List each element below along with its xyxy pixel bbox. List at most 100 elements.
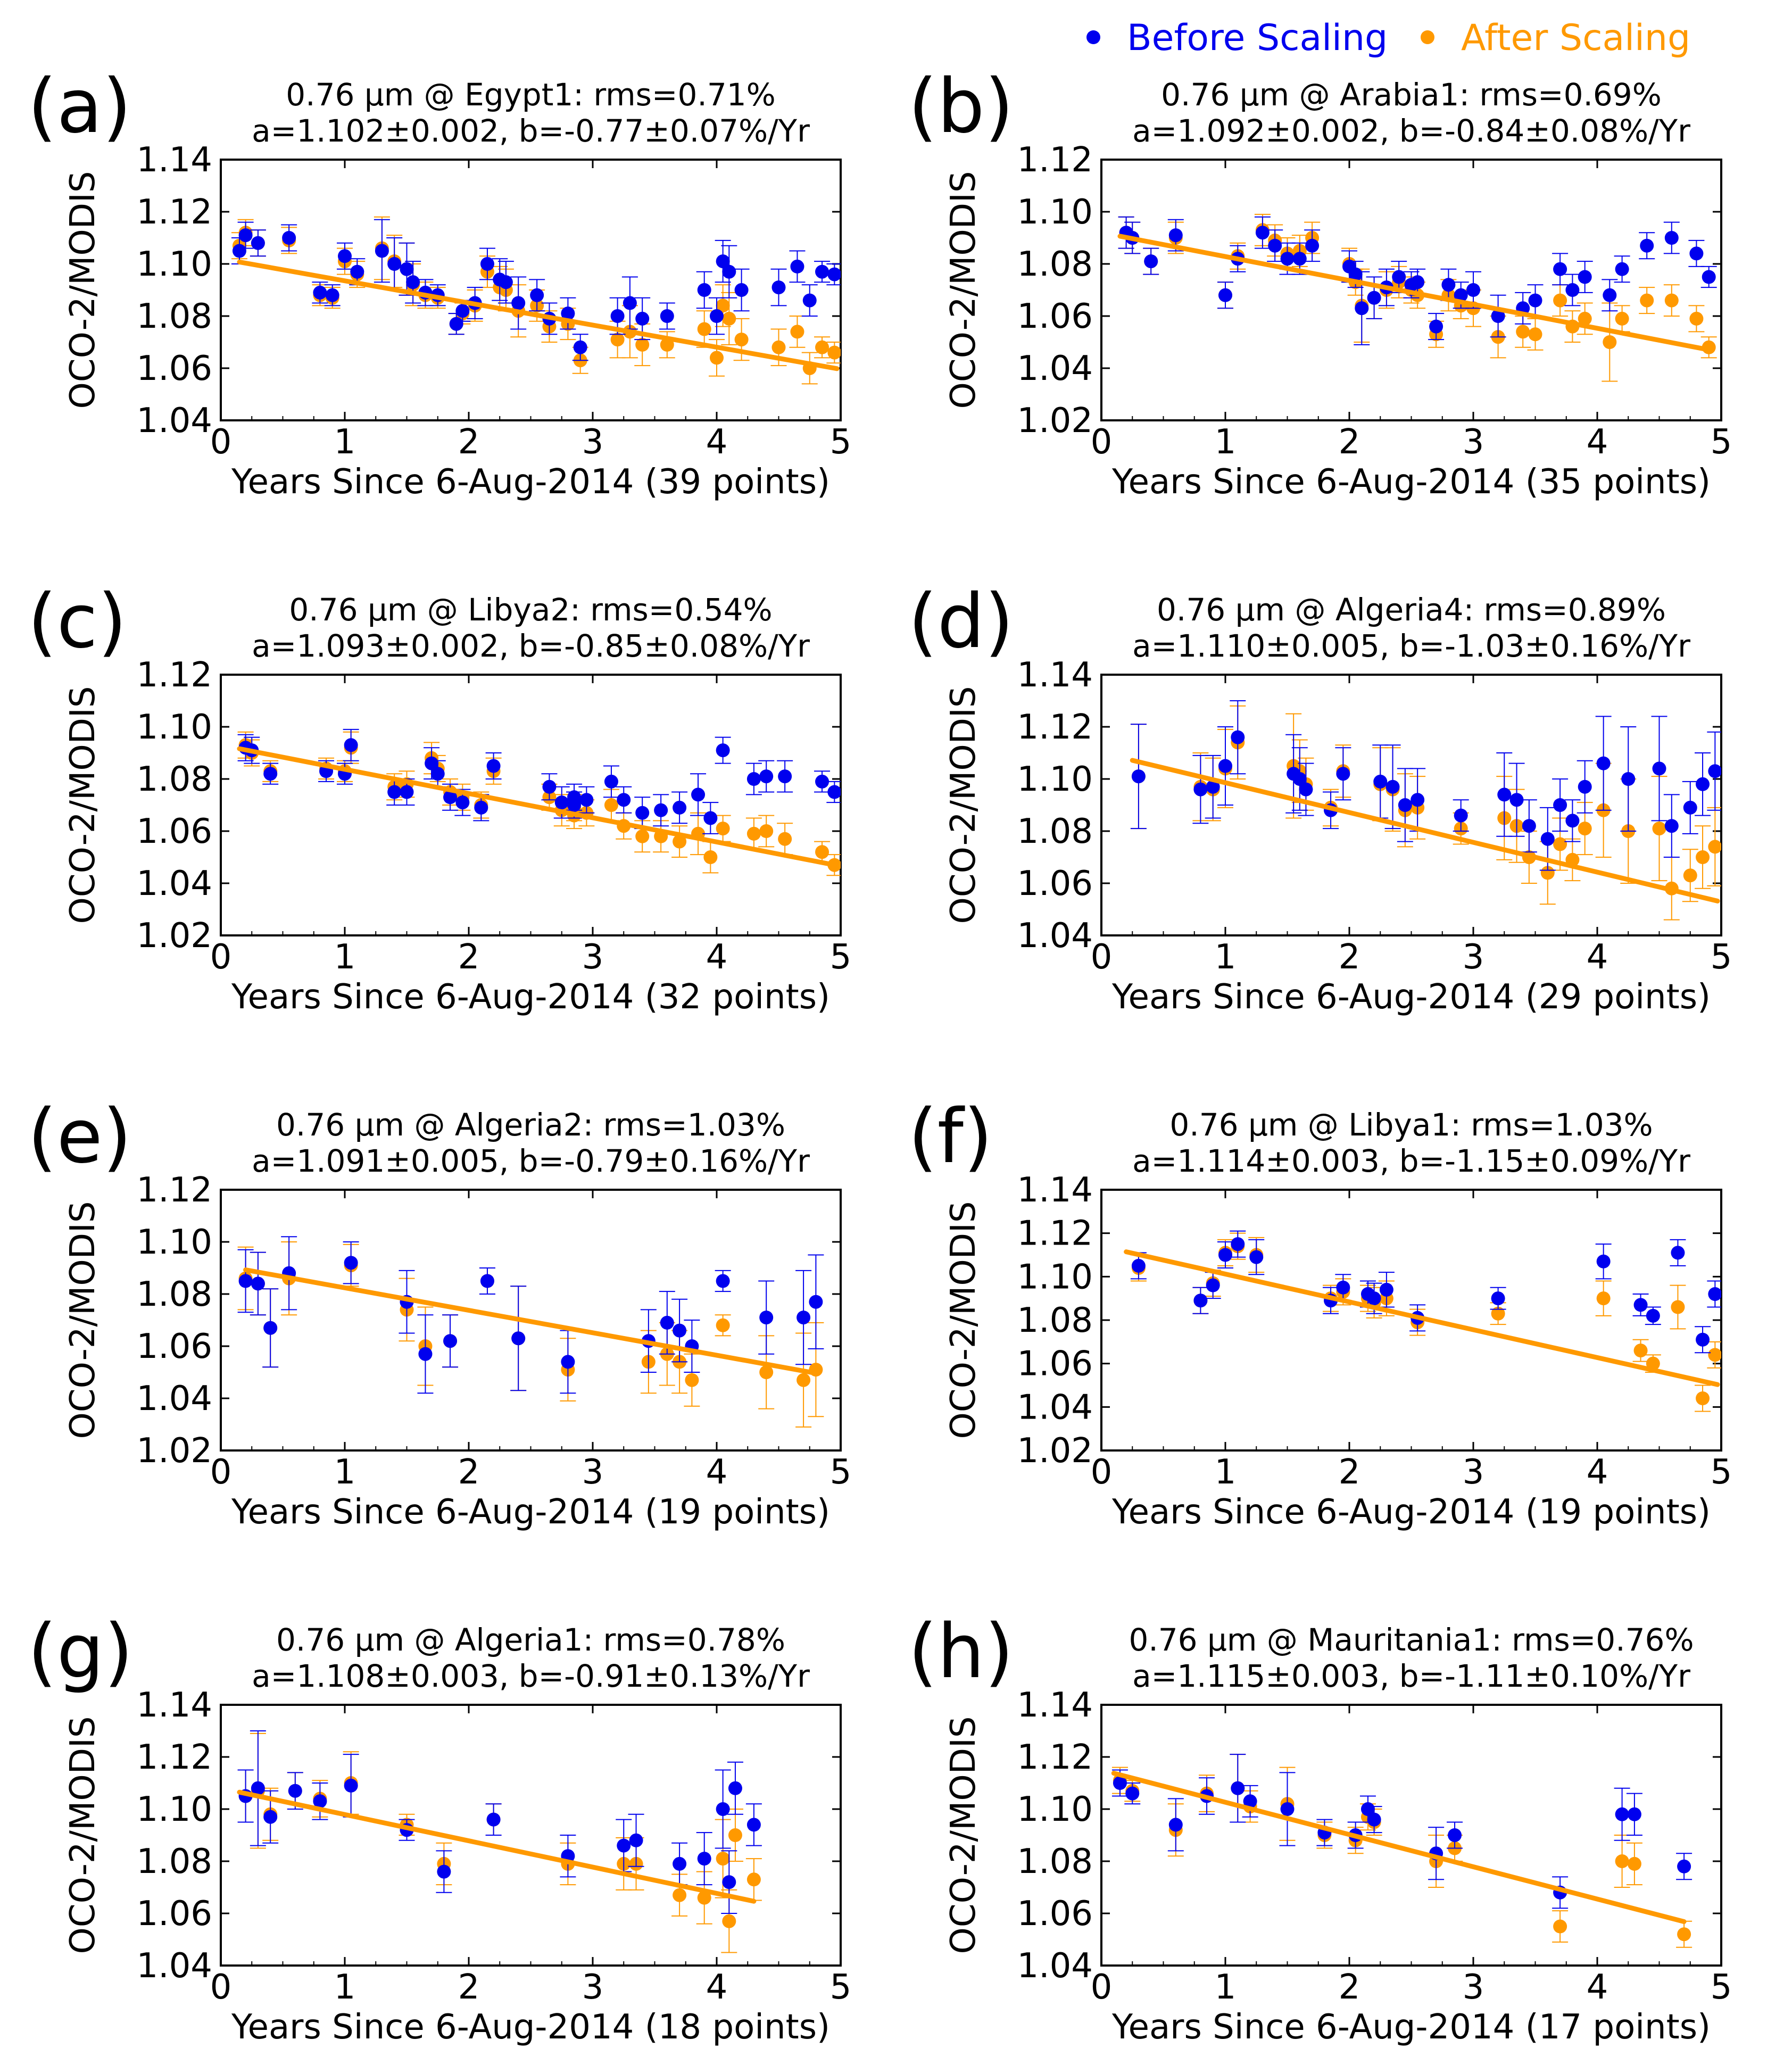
- y-tick-label: 1.10: [137, 1223, 213, 1262]
- point-after: [1708, 840, 1721, 854]
- point-after: [1553, 837, 1567, 851]
- fit-line: [237, 1789, 757, 1904]
- point-before: [232, 244, 246, 258]
- point-before: [604, 774, 618, 789]
- point-after: [697, 322, 711, 336]
- chart-title: 0.76 μm @ Algeria4: rms=0.89%: [1157, 592, 1666, 628]
- point-before: [1280, 252, 1295, 266]
- point-after: [815, 845, 829, 859]
- point-after: [728, 1828, 742, 1842]
- point-before: [288, 1784, 302, 1798]
- point-before: [1206, 780, 1220, 794]
- point-before: [437, 1864, 451, 1879]
- point-before: [567, 798, 582, 812]
- point-before: [654, 803, 668, 817]
- chart-subtitle: a=1.115±0.003, b=-1.11±0.10%/Yr: [1132, 1658, 1690, 1694]
- point-before: [610, 309, 625, 323]
- y-tick-label: 1.12: [137, 1738, 213, 1777]
- x-tick-label: 3: [1463, 1968, 1484, 2007]
- point-after: [710, 351, 724, 365]
- point-after: [703, 850, 718, 864]
- y-tick-label: 1.02: [137, 916, 213, 956]
- point-before: [1454, 808, 1468, 823]
- y-tick-label: 1.14: [1017, 1686, 1093, 1725]
- point-before: [1243, 1794, 1257, 1809]
- y-tick-label: 1.14: [1017, 656, 1093, 695]
- point-before: [344, 738, 358, 752]
- point-after: [1553, 293, 1567, 308]
- point-before: [1664, 819, 1679, 833]
- point-after: [635, 829, 650, 843]
- point-after: [1516, 325, 1530, 339]
- point-before: [1633, 1298, 1648, 1312]
- point-before: [1696, 1332, 1710, 1347]
- y-tick-label: 1.06: [1017, 297, 1093, 336]
- point-after: [1540, 866, 1555, 880]
- point-before: [1144, 254, 1158, 269]
- panel-g: (g) 0.76 μm @ Algeria1: rms=0.78%a=1.108±…: [28, 1608, 851, 2047]
- point-after: [610, 333, 625, 347]
- point-before: [1615, 1807, 1629, 1821]
- panels: (a) 0.76 μm @ Egypt1: rms=0.71%a=1.102±0.…: [28, 63, 1732, 2047]
- point-before: [263, 1321, 278, 1335]
- point-after: [778, 832, 792, 846]
- point-before: [1565, 814, 1580, 828]
- panel-d: (d) 0.76 μm @ Algeria4: rms=0.89%a=1.110±…: [908, 578, 1732, 1017]
- point-before: [561, 306, 575, 321]
- point-before: [771, 280, 786, 295]
- x-tick-label: 5: [830, 1968, 852, 2007]
- y-tick-label: 1.10: [137, 1790, 213, 1829]
- x-tick-label: 5: [1711, 422, 1732, 462]
- fit-line: [243, 1267, 815, 1375]
- point-before: [1299, 782, 1313, 797]
- point-before: [728, 1781, 742, 1795]
- point-before: [1540, 832, 1555, 846]
- y-tick-label: 1.02: [1017, 1431, 1093, 1471]
- point-before: [1168, 228, 1183, 243]
- point-after: [1578, 311, 1592, 326]
- plot-area: [237, 1730, 762, 1953]
- point-before: [313, 285, 327, 300]
- point-before: [263, 1810, 278, 1824]
- point-after: [1696, 1391, 1710, 1405]
- point-before: [251, 236, 265, 250]
- point-before: [1596, 756, 1611, 770]
- panel-label: (e): [28, 1093, 131, 1180]
- x-tick-label: 3: [582, 1968, 604, 2007]
- y-tick-label: 1.10: [1017, 1790, 1093, 1829]
- point-before: [722, 264, 736, 279]
- point-before: [1125, 1786, 1140, 1801]
- point-before: [1411, 793, 1425, 807]
- point-before: [722, 1875, 736, 1889]
- x-axis-label: Years Since 6-Aug-2014 (18 points): [231, 2008, 830, 2047]
- x-tick-label: 0: [210, 422, 232, 462]
- point-before: [1218, 759, 1232, 773]
- x-tick-label: 2: [1339, 422, 1360, 462]
- y-tick-label: 1.14: [137, 140, 213, 180]
- y-tick-label: 1.06: [137, 812, 213, 851]
- point-before: [579, 793, 594, 807]
- point-before: [1113, 1776, 1127, 1790]
- point-before: [263, 767, 278, 781]
- plot-area: [237, 728, 841, 876]
- point-after: [1578, 822, 1592, 836]
- point-before: [1702, 270, 1716, 284]
- point-before: [282, 231, 296, 245]
- point-before: [1671, 1246, 1685, 1260]
- point-after: [827, 345, 841, 360]
- y-tick-label: 1.08: [137, 760, 213, 799]
- panel-label: (a): [28, 63, 131, 150]
- point-before: [443, 790, 458, 805]
- point-after: [1689, 311, 1704, 326]
- y-tick-label: 1.14: [137, 1686, 213, 1725]
- x-tick-label: 3: [1463, 422, 1484, 462]
- point-before: [554, 795, 569, 810]
- x-tick-label: 3: [582, 938, 604, 977]
- plot-area: [1130, 700, 1721, 921]
- x-tick-label: 3: [1463, 938, 1484, 977]
- x-tick-label: 2: [1339, 1968, 1360, 2007]
- y-tick-label: 1.10: [1017, 1257, 1093, 1297]
- point-before: [1280, 1802, 1295, 1816]
- point-before: [325, 288, 339, 302]
